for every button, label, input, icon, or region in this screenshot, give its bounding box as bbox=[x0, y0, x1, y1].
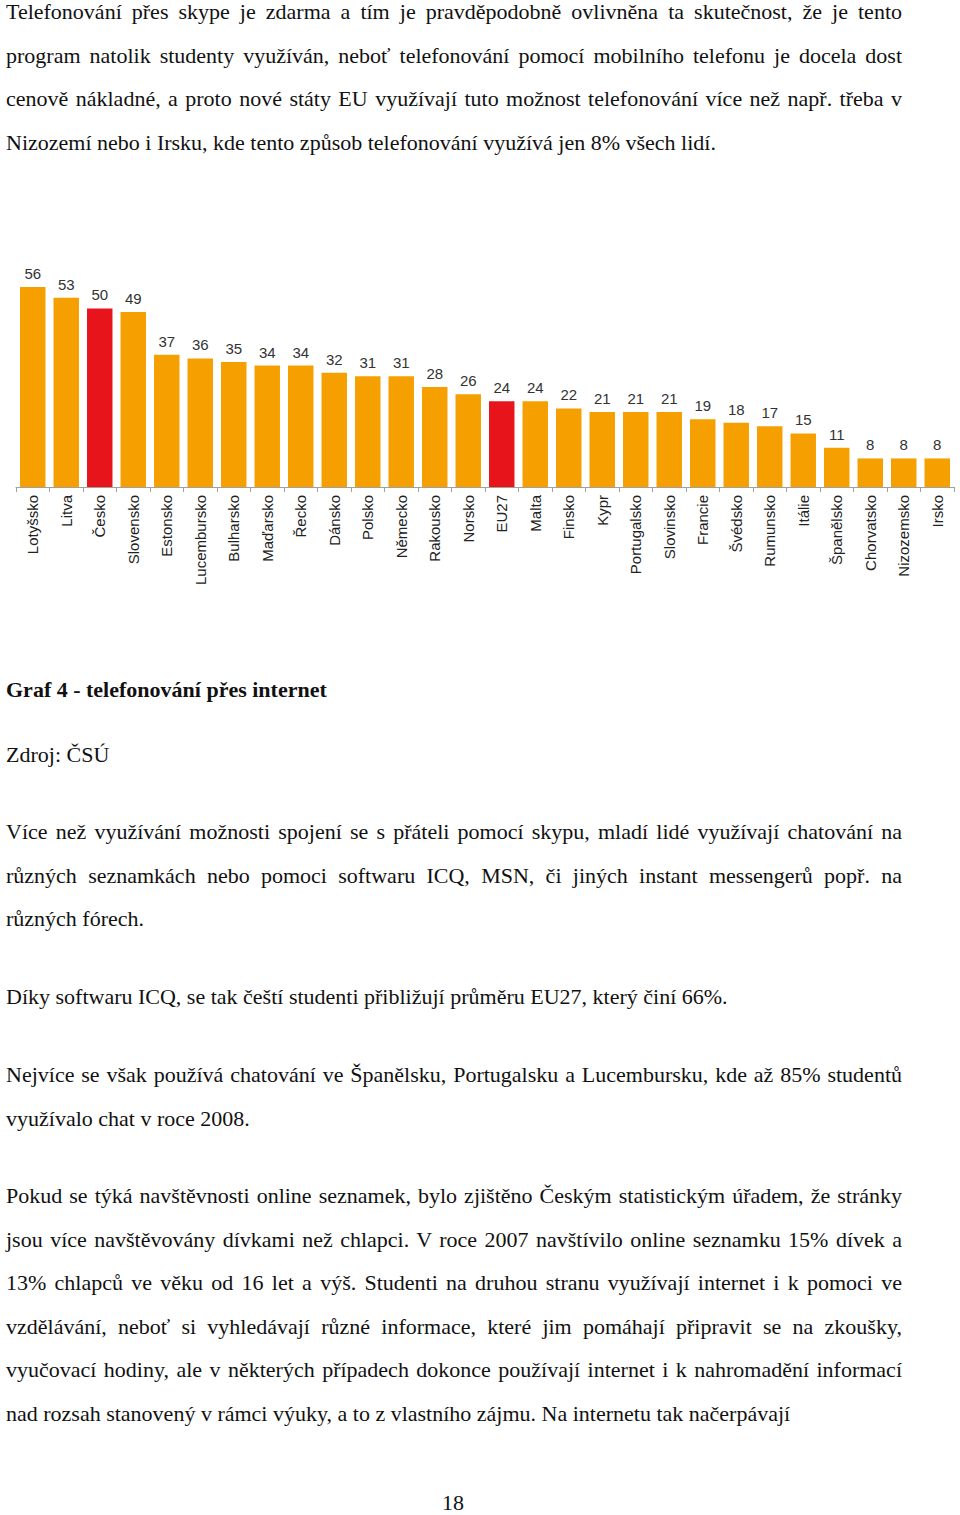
svg-text:53: 53 bbox=[58, 276, 75, 293]
svg-text:Malta: Malta bbox=[527, 494, 544, 531]
html-text:Více než využívání možnosti sp: Více než využívání možnosti spojení se s… bbox=[6, 819, 902, 932]
svg-text:26: 26 bbox=[460, 372, 477, 389]
svg-text:35: 35 bbox=[225, 340, 242, 357]
svg-text:17: 17 bbox=[761, 404, 778, 421]
svg-text:Litva: Litva bbox=[58, 494, 75, 526]
svg-text:Řecko: Řecko bbox=[292, 495, 309, 538]
svg-text:8: 8 bbox=[866, 436, 874, 453]
svg-text:Lotyšsko: Lotyšsko bbox=[24, 495, 41, 554]
svg-text:56: 56 bbox=[24, 265, 41, 282]
svg-text:Itálie: Itálie bbox=[795, 495, 812, 527]
svg-text:24: 24 bbox=[527, 379, 544, 396]
svg-text:Chorvatsko: Chorvatsko bbox=[862, 495, 879, 571]
svg-text:18: 18 bbox=[728, 401, 745, 418]
svg-text:Česko: Česko bbox=[91, 495, 108, 538]
svg-text:34: 34 bbox=[292, 344, 309, 361]
html-text:Telefonování přes skype je zda: Telefonování přes skype je zdarma a tím … bbox=[6, 0, 902, 155]
svg-text:Rakousko: Rakousko bbox=[426, 495, 443, 562]
svg-text:Kypr: Kypr bbox=[594, 495, 611, 526]
svg-text:22: 22 bbox=[560, 386, 577, 403]
svg-text:31: 31 bbox=[359, 354, 376, 371]
svg-text:Španělsko: Španělsko bbox=[828, 495, 845, 565]
svg-text:Portugalsko: Portugalsko bbox=[627, 495, 644, 574]
svg-text:Estonsko: Estonsko bbox=[158, 495, 175, 557]
svg-text:15: 15 bbox=[795, 411, 812, 428]
svg-text:Bulharsko: Bulharsko bbox=[225, 495, 242, 562]
svg-text:8: 8 bbox=[900, 436, 908, 453]
html-text:Díky softwaru ICQ, se tak češt: Díky softwaru ICQ, se tak čeští studenti… bbox=[6, 984, 728, 1009]
svg-text:Lucembursko: Lucembursko bbox=[192, 495, 209, 585]
svg-text:8: 8 bbox=[933, 436, 941, 453]
svg-text:Maďarsko: Maďarsko bbox=[259, 495, 276, 562]
svg-text:24: 24 bbox=[493, 379, 510, 396]
svg-text:28: 28 bbox=[426, 365, 443, 382]
svg-text:Irsko: Irsko bbox=[929, 495, 946, 528]
svg-text:21: 21 bbox=[661, 390, 678, 407]
svg-text:36: 36 bbox=[192, 336, 209, 353]
svg-text:EU27: EU27 bbox=[493, 495, 510, 533]
svg-text:31: 31 bbox=[393, 354, 410, 371]
svg-text:49: 49 bbox=[125, 290, 142, 307]
svg-text:Švédsko: Švédsko bbox=[728, 495, 745, 553]
svg-text:21: 21 bbox=[627, 390, 644, 407]
svg-text:32: 32 bbox=[326, 351, 343, 368]
svg-text:11: 11 bbox=[829, 426, 845, 443]
svg-text:Polsko: Polsko bbox=[359, 495, 376, 540]
svg-text:Francie: Francie bbox=[694, 495, 711, 545]
svg-text:19: 19 bbox=[694, 397, 711, 414]
html-text:Nejvíce se však používá chatov: Nejvíce se však používá chatování ve Špa… bbox=[6, 1062, 902, 1131]
svg-text:Finsko: Finsko bbox=[560, 495, 577, 539]
svg-text:Nizozemsko: Nizozemsko bbox=[895, 495, 912, 577]
svg-text:Dánsko: Dánsko bbox=[326, 495, 343, 546]
svg-text:Slovensko: Slovensko bbox=[125, 495, 142, 564]
svg-text:Slovinsko: Slovinsko bbox=[661, 495, 678, 559]
svg-text:Německo: Německo bbox=[393, 495, 410, 558]
html-text:18: 18 bbox=[442, 1490, 464, 1515]
html-text:Zdroj: ČSÚ: Zdroj: ČSÚ bbox=[6, 742, 110, 767]
svg-text:37: 37 bbox=[158, 333, 175, 350]
html-text:Graf 4 - telefonování přes int: Graf 4 - telefonování přes internet bbox=[6, 677, 327, 702]
svg-text:21: 21 bbox=[594, 390, 611, 407]
svg-text:34: 34 bbox=[259, 344, 276, 361]
svg-text:Norsko: Norsko bbox=[460, 495, 477, 543]
svg-text:Rumunsko: Rumunsko bbox=[761, 495, 778, 567]
html-text:Pokud se týká navštěvnosti onl: Pokud se týká navštěvnosti online seznam… bbox=[6, 1183, 902, 1426]
svg-text:50: 50 bbox=[91, 286, 108, 303]
